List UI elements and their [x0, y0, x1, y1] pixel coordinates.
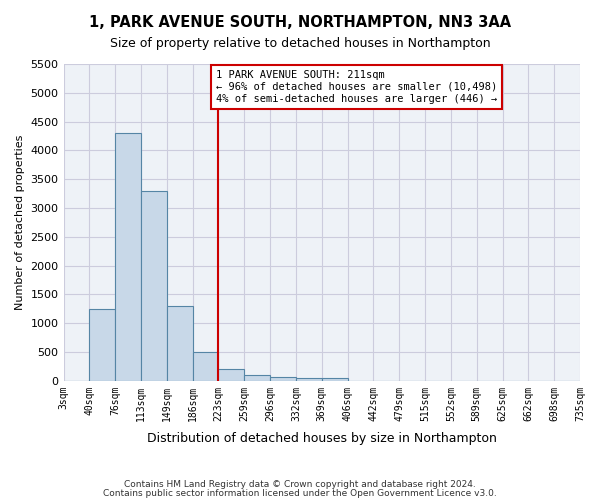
Bar — [167, 306, 193, 381]
Bar — [322, 378, 347, 381]
Text: 1, PARK AVENUE SOUTH, NORTHAMPTON, NN3 3AA: 1, PARK AVENUE SOUTH, NORTHAMPTON, NN3 3… — [89, 15, 511, 30]
Y-axis label: Number of detached properties: Number of detached properties — [15, 134, 25, 310]
Text: Contains public sector information licensed under the Open Government Licence v3: Contains public sector information licen… — [103, 488, 497, 498]
Bar — [141, 190, 167, 381]
X-axis label: Distribution of detached houses by size in Northampton: Distribution of detached houses by size … — [147, 432, 497, 445]
Text: Size of property relative to detached houses in Northampton: Size of property relative to detached ho… — [110, 38, 490, 51]
Bar — [115, 133, 141, 381]
Bar — [193, 352, 218, 381]
Text: Contains HM Land Registry data © Crown copyright and database right 2024.: Contains HM Land Registry data © Crown c… — [124, 480, 476, 489]
Bar — [270, 376, 296, 381]
Bar — [218, 370, 244, 381]
Bar — [296, 378, 322, 381]
Bar — [244, 375, 270, 381]
Bar — [89, 309, 115, 381]
Text: 1 PARK AVENUE SOUTH: 211sqm
← 96% of detached houses are smaller (10,498)
4% of : 1 PARK AVENUE SOUTH: 211sqm ← 96% of det… — [216, 70, 497, 104]
